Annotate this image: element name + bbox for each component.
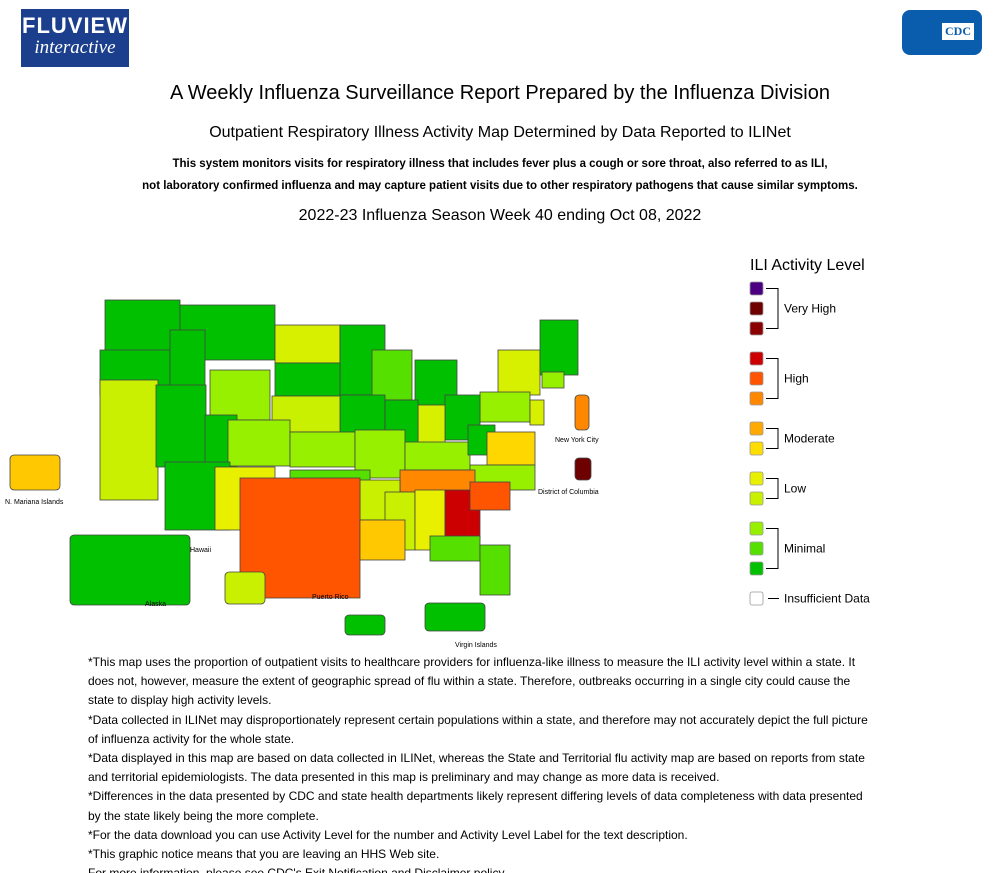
territory bbox=[574, 394, 590, 431]
state bbox=[289, 431, 356, 468]
state bbox=[274, 362, 341, 397]
legend-swatch bbox=[749, 301, 764, 316]
state bbox=[339, 394, 386, 434]
map-label: N. Mariana Islands bbox=[5, 499, 64, 506]
notes: *This map uses the proportion of outpati… bbox=[88, 653, 878, 873]
map-label: Virgin Islands bbox=[455, 642, 497, 649]
legend-swatch bbox=[749, 591, 764, 606]
legend-bracket bbox=[766, 528, 779, 569]
legend-swatch bbox=[749, 321, 764, 336]
legend-swatch bbox=[749, 441, 764, 456]
state bbox=[429, 535, 481, 562]
state bbox=[99, 379, 159, 501]
territory bbox=[574, 457, 592, 481]
state bbox=[359, 519, 406, 561]
state bbox=[469, 481, 511, 511]
state bbox=[479, 544, 511, 596]
legend-bracket bbox=[766, 478, 779, 499]
note: *Data collected in ILINet may disproport… bbox=[88, 712, 868, 746]
logo-text: FLUVIEW bbox=[22, 13, 128, 38]
legend-title: ILI Activity Level bbox=[750, 257, 865, 274]
map-label: Puerto Rico bbox=[312, 594, 349, 601]
subtitle: Outpatient Respiratory Illness Activity … bbox=[209, 124, 791, 141]
legend-swatch bbox=[749, 371, 764, 386]
territory bbox=[69, 534, 191, 606]
description: This system monitors visits for respirat… bbox=[172, 158, 828, 170]
territory bbox=[9, 454, 61, 491]
state bbox=[274, 324, 341, 364]
cdc-logo[interactable]: CDC bbox=[902, 10, 982, 55]
note: *Differences in the data presented by CD… bbox=[88, 789, 863, 823]
legend-swatch bbox=[749, 541, 764, 556]
legend-label: Low bbox=[784, 482, 806, 496]
legend-swatch bbox=[749, 521, 764, 536]
legend-bracket bbox=[766, 288, 779, 329]
description: not laboratory confirmed influenza and m… bbox=[142, 180, 858, 192]
legend-swatch bbox=[749, 471, 764, 486]
map-label: District of Columbia bbox=[538, 489, 599, 496]
state bbox=[227, 419, 291, 467]
state bbox=[209, 369, 271, 421]
legend-bracket bbox=[766, 428, 779, 449]
map-label: Alaska bbox=[145, 601, 166, 608]
state bbox=[541, 371, 565, 389]
legend-label: Insufficient Data bbox=[784, 592, 870, 606]
legend-swatch bbox=[749, 491, 764, 506]
territory bbox=[424, 602, 486, 632]
map: New York City District of Columbia N. Mari… bbox=[5, 257, 870, 649]
legend-label: Minimal bbox=[784, 542, 825, 556]
cdc-text: CDC bbox=[942, 23, 974, 40]
legend-swatch bbox=[749, 351, 764, 366]
state bbox=[155, 384, 207, 468]
note: For more information, please see CDC's E… bbox=[88, 864, 878, 873]
legend-swatch bbox=[749, 391, 764, 406]
state bbox=[486, 431, 536, 466]
legend-swatch bbox=[749, 561, 764, 576]
territory bbox=[224, 571, 266, 605]
note: *This graphic notice means that you are … bbox=[88, 847, 440, 862]
map-label: New York City bbox=[555, 437, 599, 444]
legend-label: High bbox=[784, 372, 809, 386]
state bbox=[371, 349, 413, 401]
legend-bracket bbox=[766, 358, 779, 399]
state bbox=[497, 349, 541, 396]
logo-text: interactive bbox=[34, 37, 116, 58]
legend-swatch bbox=[749, 281, 764, 296]
note: *For the data download you can use Activ… bbox=[88, 827, 688, 842]
state bbox=[404, 441, 471, 471]
state bbox=[104, 299, 181, 353]
state bbox=[539, 319, 579, 376]
note: *Data displayed in this map are based on… bbox=[88, 751, 865, 785]
legend-swatch bbox=[749, 421, 764, 436]
territory bbox=[344, 614, 386, 636]
legend-label: Moderate bbox=[784, 432, 835, 446]
note: *This map uses the proportion of outpati… bbox=[88, 655, 856, 708]
legend-label: Very High bbox=[784, 302, 836, 316]
map-label: Hawaii bbox=[190, 547, 211, 554]
title: A Weekly Influenza Surveillance Report P… bbox=[170, 82, 830, 104]
state bbox=[529, 399, 545, 426]
state bbox=[479, 391, 531, 423]
state bbox=[399, 469, 476, 493]
fluview-logo[interactable]: FLUVIEW interactive bbox=[21, 9, 129, 67]
week: 2022-23 Influenza Season Week 40 ending … bbox=[298, 207, 702, 224]
